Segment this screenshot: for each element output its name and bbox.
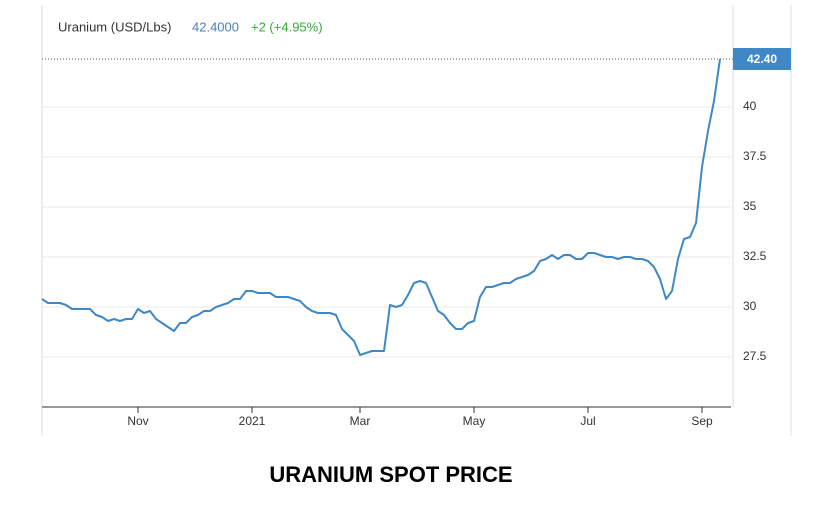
y-tick-label: 32.5 — [743, 249, 767, 263]
x-tick-label: Mar — [350, 414, 371, 428]
last-price-badge — [733, 48, 791, 70]
y-tick-label: 40 — [743, 99, 757, 113]
last-price-label: 42.40 — [747, 52, 777, 66]
chart-title: URANIUM SPOT PRICE — [269, 462, 512, 487]
y-tick-label: 27.5 — [743, 349, 767, 363]
series-label: Uranium (USD/Lbs) — [58, 19, 171, 34]
x-tick-label: May — [463, 414, 486, 428]
price-line — [41, 58, 721, 356]
x-tick-label: Sep — [691, 414, 713, 428]
x-tick-label: Jul — [580, 414, 595, 428]
y-tick-label: 30 — [743, 299, 757, 313]
y-tick-label: 37.5 — [743, 149, 767, 163]
change: +2 (+4.95%) — [251, 19, 323, 34]
x-tick-label: 2021 — [239, 414, 266, 428]
y-tick-label: 35 — [743, 199, 757, 213]
price: 42.4000 — [192, 19, 239, 34]
x-tick-label: Nov — [127, 414, 148, 428]
